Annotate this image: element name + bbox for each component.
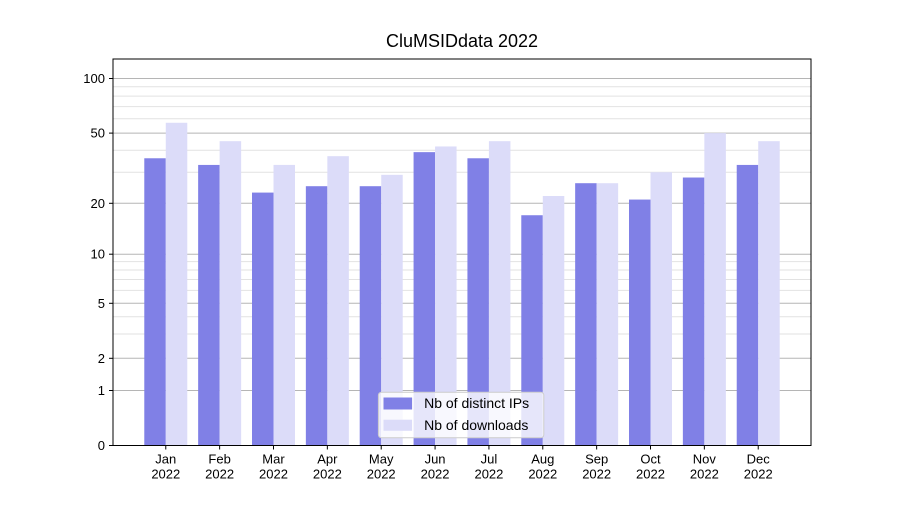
svg-text:2022: 2022 [474, 467, 503, 482]
svg-text:2022: 2022 [151, 467, 180, 482]
svg-text:Jan: Jan [155, 452, 176, 467]
svg-text:Nb of downloads: Nb of downloads [424, 417, 528, 433]
svg-text:2022: 2022 [582, 467, 611, 482]
svg-text:2022: 2022 [205, 467, 234, 482]
svg-text:2022: 2022 [528, 467, 557, 482]
svg-text:2022: 2022 [367, 467, 396, 482]
svg-text:2022: 2022 [259, 467, 288, 482]
svg-text:2022: 2022 [690, 467, 719, 482]
svg-text:2022: 2022 [313, 467, 342, 482]
svg-text:2022: 2022 [744, 467, 773, 482]
svg-text:Jul: Jul [481, 452, 498, 467]
svg-text:Mar: Mar [262, 452, 285, 467]
svg-text:5: 5 [98, 296, 105, 311]
svg-text:CluMSIDdata 2022: CluMSIDdata 2022 [386, 31, 538, 51]
svg-text:1: 1 [98, 383, 105, 398]
svg-text:100: 100 [83, 71, 105, 86]
svg-text:May: May [369, 452, 394, 467]
svg-text:Nov: Nov [693, 452, 717, 467]
svg-text:20: 20 [91, 196, 105, 211]
svg-text:2: 2 [98, 351, 105, 366]
svg-text:50: 50 [91, 126, 105, 141]
svg-text:Dec: Dec [747, 452, 771, 467]
svg-text:Aug: Aug [531, 452, 554, 467]
svg-text:Jun: Jun [425, 452, 446, 467]
svg-text:2022: 2022 [421, 467, 450, 482]
svg-text:2022: 2022 [636, 467, 665, 482]
svg-text:Nb of distinct IPs: Nb of distinct IPs [424, 395, 529, 411]
svg-text:Apr: Apr [317, 452, 338, 467]
svg-text:Sep: Sep [585, 452, 608, 467]
svg-text:Feb: Feb [208, 452, 230, 467]
svg-text:10: 10 [91, 247, 105, 262]
svg-text:Oct: Oct [640, 452, 661, 467]
svg-text:0: 0 [98, 438, 105, 453]
